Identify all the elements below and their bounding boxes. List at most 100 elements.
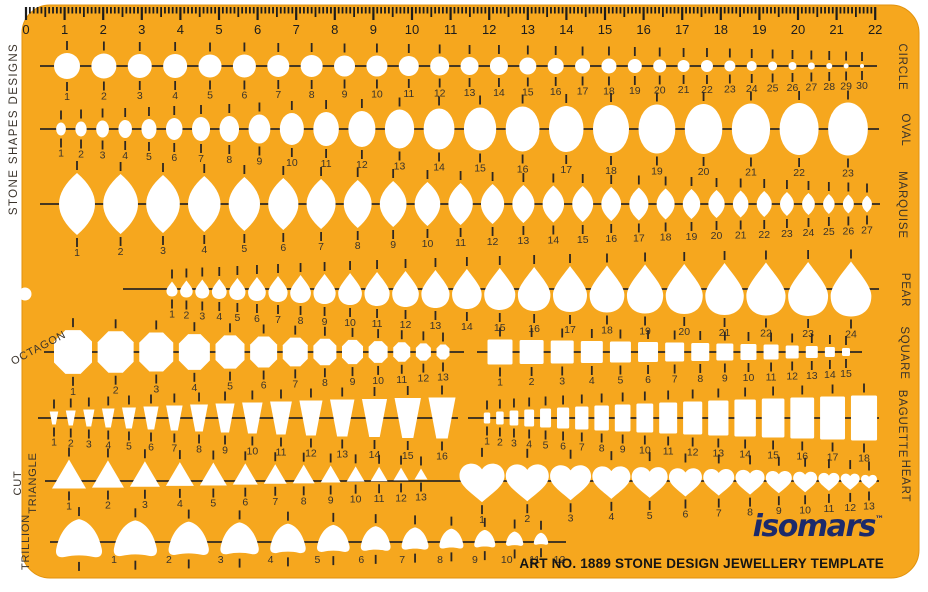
square-size-number: 6 bbox=[645, 374, 651, 386]
marquise-size-number: 7 bbox=[318, 241, 324, 253]
baguette-size-number: 3 bbox=[511, 438, 517, 450]
cut-triangle-cutout bbox=[393, 467, 409, 481]
circle-cutout bbox=[398, 56, 419, 76]
pear-size-number: 1 bbox=[169, 309, 175, 321]
heart-cutout bbox=[459, 463, 505, 503]
oval-cutout bbox=[348, 111, 376, 147]
cut-triangle-size-number: 6 bbox=[242, 497, 248, 509]
cut-triangle-size-number: 2 bbox=[105, 500, 111, 512]
heart-size-number: 10 bbox=[799, 504, 811, 516]
cut-triangle-cutout bbox=[129, 461, 160, 487]
pear-size-number: 11 bbox=[372, 318, 383, 330]
octagon-size-number: 9 bbox=[350, 376, 356, 388]
ruler-number: 10 bbox=[405, 22, 419, 37]
ruler-number: 1 bbox=[61, 22, 68, 37]
ruler-number: 7 bbox=[293, 22, 300, 37]
trillion-size-number: 6 bbox=[358, 554, 364, 566]
pear-cutout bbox=[484, 268, 516, 310]
marquise-cutout bbox=[656, 188, 675, 220]
trillion-cutout bbox=[474, 529, 496, 548]
circle-size-number: 5 bbox=[207, 90, 213, 102]
cut-triangle-size-number: 7 bbox=[272, 496, 278, 508]
marquise-cutout bbox=[629, 187, 649, 221]
row-label-heart: HEART bbox=[899, 460, 911, 503]
circle-cutout bbox=[700, 60, 713, 72]
taper-baguette-cutout bbox=[190, 404, 208, 432]
ruler-number: 2 bbox=[100, 22, 107, 37]
oval-cutout bbox=[463, 107, 497, 151]
square-size-number: 2 bbox=[529, 376, 535, 388]
oval-size-number: 20 bbox=[698, 166, 710, 178]
trillion-size-number: 8 bbox=[437, 554, 443, 566]
circle-cutout bbox=[860, 64, 864, 68]
baguette-size-number: 4 bbox=[526, 439, 532, 451]
marquise-cutout bbox=[708, 190, 725, 218]
marquise-cutout bbox=[601, 187, 622, 221]
marquise-cutout bbox=[842, 194, 854, 214]
circle-cutout bbox=[232, 54, 256, 78]
circle-size-number: 23 bbox=[724, 84, 736, 96]
cut-triangle-cutout bbox=[199, 462, 227, 486]
marquise-cutout bbox=[268, 178, 299, 230]
heart-size-number: 9 bbox=[776, 505, 782, 517]
square-size-number: 10 bbox=[743, 372, 755, 384]
square-size-number: 14 bbox=[824, 369, 836, 381]
octagon-size-number: 8 bbox=[322, 377, 328, 389]
marquise-cutout bbox=[146, 175, 180, 233]
oval-cutout bbox=[313, 112, 339, 146]
octagon-size-number: 2 bbox=[113, 385, 119, 397]
row-label-baguette: BAGUETTE bbox=[896, 390, 908, 458]
cut-triangle-size-number: 10 bbox=[350, 494, 362, 506]
oval-cutout bbox=[75, 121, 87, 137]
cut-triangle-cutout bbox=[414, 468, 428, 480]
pear-cutout bbox=[705, 263, 744, 315]
circle-size-number: 3 bbox=[137, 90, 143, 102]
trillion-cutout bbox=[113, 520, 157, 557]
taper-size-number: 2 bbox=[68, 438, 74, 450]
row-label-square: SQUARE bbox=[898, 326, 910, 379]
heart-cutout bbox=[505, 464, 549, 502]
oval-cutout bbox=[248, 114, 271, 144]
pear-cutout bbox=[665, 264, 703, 314]
circle-size-number: 27 bbox=[806, 82, 818, 94]
oval-size-number: 22 bbox=[793, 167, 805, 179]
octagon-cutout bbox=[178, 334, 210, 370]
circle-size-number: 21 bbox=[678, 84, 690, 96]
circle-cutout bbox=[334, 55, 356, 77]
oval-cutout bbox=[505, 106, 540, 152]
cut-triangle-size-number: 3 bbox=[142, 499, 148, 511]
heart-cutout bbox=[840, 473, 860, 490]
heart-size-number: 3 bbox=[568, 512, 574, 524]
oval-size-number: 3 bbox=[100, 150, 106, 162]
pear-size-number: 24 bbox=[845, 329, 857, 341]
ruler-number: 4 bbox=[177, 22, 184, 37]
row-label-oval: OVAL bbox=[899, 113, 911, 146]
square-cutout bbox=[609, 341, 631, 363]
marquise-size-number: 20 bbox=[711, 230, 723, 242]
pear-cutout bbox=[452, 269, 482, 309]
square-cutout bbox=[785, 345, 799, 359]
baguette-size-number: 9 bbox=[620, 444, 626, 456]
pear-cutout bbox=[364, 272, 390, 306]
baguette-cutout bbox=[524, 409, 535, 427]
baguette-cutout bbox=[614, 404, 631, 432]
taper-baguette-cutout bbox=[299, 400, 323, 436]
marquise-size-number: 9 bbox=[390, 239, 396, 251]
ruler-number: 6 bbox=[254, 22, 261, 37]
trillion-cutout bbox=[270, 523, 306, 554]
octagon-size-number: 11 bbox=[396, 374, 407, 386]
marquise-size-number: 3 bbox=[160, 245, 166, 257]
pear-cutout bbox=[338, 273, 362, 305]
pear-cutout bbox=[290, 275, 311, 303]
circle-cutout bbox=[460, 57, 479, 75]
circle-cutout bbox=[677, 60, 690, 72]
pear-cutout bbox=[166, 281, 178, 297]
pear-cutout bbox=[180, 280, 193, 298]
octagon-cutout bbox=[415, 343, 431, 361]
baguette-size-number: 2 bbox=[497, 437, 503, 449]
circle-cutout bbox=[547, 58, 564, 74]
oval-size-number: 11 bbox=[321, 158, 332, 170]
taper-size-number: 1 bbox=[51, 437, 57, 449]
